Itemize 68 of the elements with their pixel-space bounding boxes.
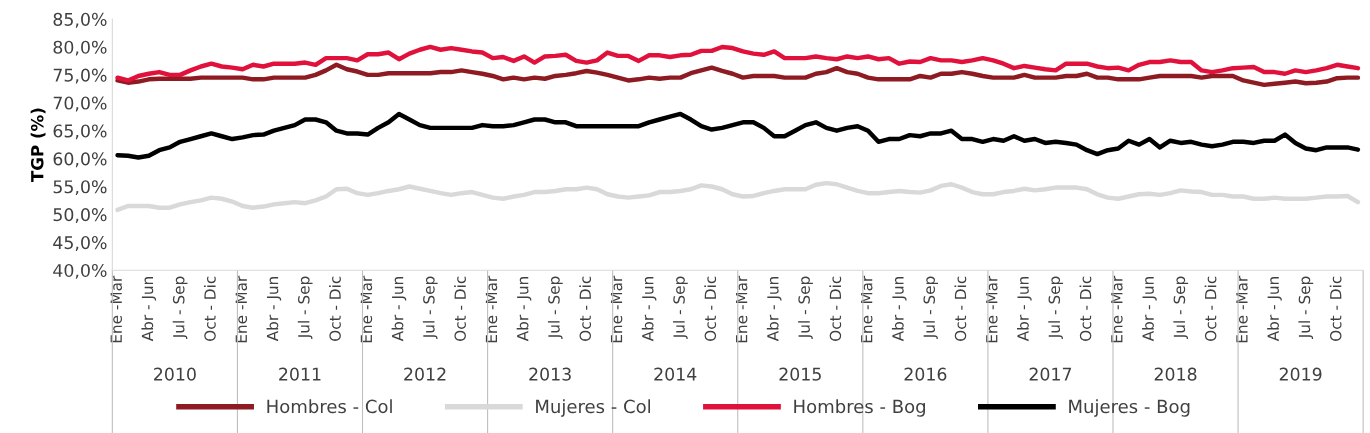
y-tick-label: 65,0% [53, 124, 107, 140]
x-tick-label: Jul - Sep [172, 276, 188, 339]
line-series [115, 62, 1361, 88]
text: 2016 [904, 367, 947, 381]
x-tick-label: Jul - Sep [422, 276, 438, 339]
y-tick-label: 70,0% [53, 96, 107, 112]
y-tick-label: 80,0% [53, 40, 107, 56]
y-tick-label: 50,0% [53, 208, 107, 223]
text: 2012 [404, 367, 446, 381]
x-tick-label: Abr - Jun [141, 277, 157, 342]
x-tick-label: Oct - Dic [579, 276, 592, 341]
x-tick-label: Jul - Sep [297, 276, 313, 339]
x-tick-label: Oct - Dic [1079, 276, 1092, 341]
y-tick-label: 75,0% [53, 68, 107, 84]
x-tick-label: Abr - Jun [1017, 277, 1032, 342]
x-tick-label: Jul - Sep [547, 276, 563, 339]
y-tick-label: 85,0% [53, 12, 107, 28]
x-tick-label: Oct - Dic [1329, 276, 1342, 341]
x-tick-label: Ene -Mar [235, 275, 248, 343]
x-tick-label: Ene -Mar [485, 275, 498, 343]
x-tick-label: Jul - Sep [923, 276, 938, 339]
x-tick-label: Jul - Sep [1298, 276, 1314, 339]
x-tick-label: Ene -Mar [736, 275, 748, 343]
line-series [115, 180, 1361, 213]
x-tick-label: Abr - Jun [266, 277, 282, 342]
x-tick-label: Ene -Mar [986, 275, 998, 343]
text: 2013 [529, 367, 571, 381]
x-tick-label: Oct - Dic [954, 276, 967, 341]
y-axis-title: TGP (%) [30, 108, 46, 183]
text: 2018 [1154, 367, 1197, 381]
x-tick-label: Oct - Dic [829, 276, 842, 341]
x-tick-label: Oct - Dic [329, 276, 341, 341]
line-series [115, 44, 1361, 83]
y-tick-label: 55,0% [53, 180, 107, 196]
x-tick-label: Oct - Dic [454, 276, 466, 341]
legend-label: Mujeres - Col [536, 399, 650, 417]
x-tick-label: Abr - Jun [1267, 277, 1282, 342]
text: 2015 [779, 367, 821, 381]
x-tick-label: Ene -Mar [861, 275, 873, 343]
x-tick-label: Ene -Mar [1236, 275, 1248, 343]
legend-label: Hombres - Bog [794, 399, 925, 417]
x-tick-label: Oct - Dic [704, 276, 717, 341]
y-tick-label: 45,0% [53, 236, 107, 251]
x-tick-label: Abr - Jun [766, 277, 782, 342]
x-tick-label: Ene -Mar [610, 275, 623, 343]
text: 2014 [654, 367, 697, 381]
x-tick-label: Abr - Jun [891, 277, 907, 342]
x-tick-label: Jul - Sep [1173, 276, 1189, 339]
y-tick-label: 40,0% [53, 263, 107, 279]
x-tick-label: Jul - Sep [673, 276, 688, 339]
legend-label: Mujeres - Bog [1069, 399, 1190, 417]
x-tick-label: Oct - Dic [203, 276, 216, 341]
x-tick-label: Abr - Jun [1142, 277, 1157, 342]
x-tick-label: Abr - Jun [391, 277, 407, 342]
x-tick-label: Jul - Sep [1048, 276, 1064, 339]
x-tick-label: Abr - Jun [516, 277, 532, 342]
x-tick-label: Abr - Jun [641, 277, 657, 342]
x-tick-label: Ene -Mar [1111, 275, 1123, 343]
text: 2011 [279, 367, 321, 381]
text: 2010 [154, 367, 196, 381]
text: 2019 [1279, 367, 1322, 381]
legend-label: Hombres - Col [267, 399, 392, 414]
x-tick-label: Oct - Dic [1204, 276, 1217, 341]
x-tick-label: Jul - Sep [798, 276, 813, 339]
y-tick-label: 60,0% [53, 152, 107, 168]
x-tick-label: Ene -Mar [110, 275, 122, 343]
line-series [115, 111, 1361, 160]
text: 2017 [1029, 367, 1072, 381]
